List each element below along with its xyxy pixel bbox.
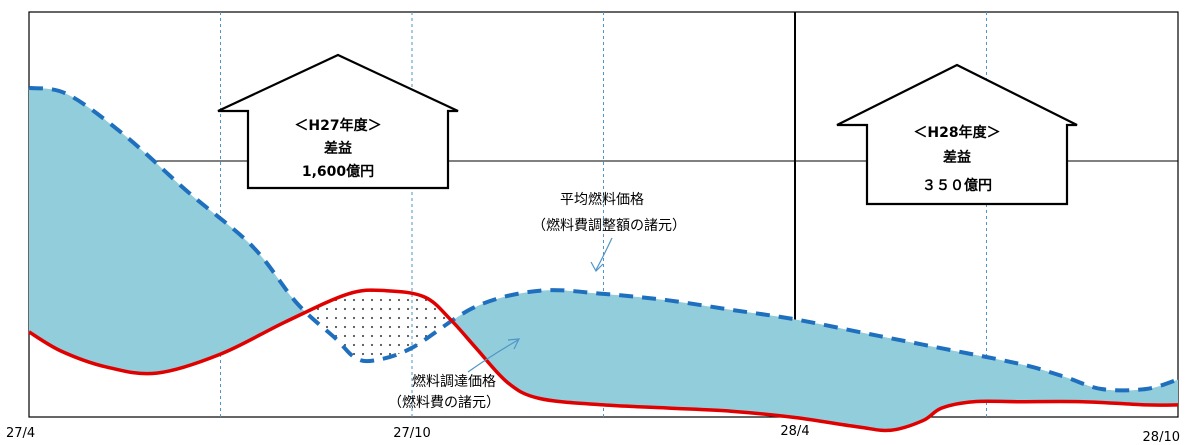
annotation-line: 平均燃料価格 <box>560 191 644 208</box>
average-fuel-price-line <box>28 85 1179 393</box>
x-tick-label: 28/10 <box>1143 430 1180 445</box>
house-shape <box>836 63 1078 206</box>
x-tick-label: 27/10 <box>393 426 430 441</box>
house-annotation-h27: ＜H27年度＞ 差益 1,600億円 <box>217 53 459 190</box>
x-tick-label: 28/4 <box>780 424 809 439</box>
x-tick-labels: 27/4 27/10 28/4 28/10 <box>6 424 1180 445</box>
house-annotation-h28: ＜H28年度＞ 差益 ３５０億円 <box>836 63 1078 206</box>
annotation-arrow <box>595 237 613 271</box>
x-tick-label: 27/4 <box>6 426 35 441</box>
annotation-line: 燃料調達価格 <box>412 373 496 390</box>
house-label-line: 1,600億円 <box>302 163 374 180</box>
house-label-line: ３５０億円 <box>922 177 992 194</box>
house-label-line: 差益 <box>943 149 971 166</box>
house-label-line: ＜H27年度＞ <box>294 117 381 134</box>
annotation-arrow <box>467 339 519 373</box>
gain-area <box>29 87 1178 431</box>
annotation-line: （燃料費の諸元） <box>388 394 500 411</box>
house-shape <box>217 53 459 190</box>
annotation-arrowhead <box>590 261 604 272</box>
annotation-line: （燃料費調整額の諸元） <box>532 217 686 234</box>
fuel-procurement-price-annotation: 燃料調達価格 （燃料費の諸元） <box>388 338 521 411</box>
annotation-arrowhead <box>507 338 521 350</box>
house-label-line: 差益 <box>324 140 352 157</box>
house-label-line: ＜H28年度＞ <box>913 124 1000 141</box>
average-fuel-price-annotation: 平均燃料価格 （燃料費調整額の諸元） <box>532 191 686 272</box>
fuel-procurement-price-line <box>28 288 1179 433</box>
